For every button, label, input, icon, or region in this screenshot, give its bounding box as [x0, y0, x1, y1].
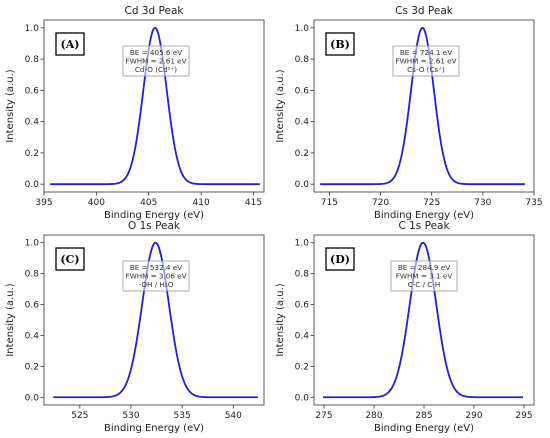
y-tick-label: 0.0 — [25, 180, 40, 190]
chart-title: Cs 3d Peak — [395, 5, 454, 17]
x-tick-label: 725 — [423, 198, 440, 208]
annotation-line: Cd-O (Cd²⁺) — [135, 65, 177, 74]
y-tick-label: 1.0 — [25, 239, 40, 249]
y-tick-label: 0.6 — [295, 86, 310, 96]
peak-curve — [323, 241, 523, 399]
x-tick-label: 395 — [35, 198, 52, 208]
y-tick-label: 0.0 — [25, 393, 40, 403]
x-tick-label: 290 — [465, 411, 482, 421]
annotation-line: BE = 724.1 eV — [400, 48, 452, 57]
y-tick-label: 0.0 — [295, 393, 310, 403]
x-tick-label: 400 — [88, 198, 105, 208]
plot-frame — [43, 19, 265, 193]
x-tick-label: 410 — [193, 198, 210, 208]
x-axis-label: Binding Energy (eV) — [104, 423, 204, 434]
panel-letter: (B) — [330, 38, 350, 51]
annotation-line: -OH / H₂O — [139, 280, 174, 289]
annotation-line: C-C / C-H — [408, 280, 441, 289]
panel-b: Cs 3d Peak 715 720 725 730 735 0.0 0.2 0.4 0.6 0.8… — [275, 5, 543, 221]
annotation-line: FWHM = 3.1 eV — [396, 272, 453, 281]
y-tick-label: 0.2 — [295, 362, 309, 372]
plot-frame — [43, 234, 265, 406]
annotation-line: BE = 405.6 eV — [130, 48, 182, 57]
panel-letter: (A) — [61, 38, 80, 51]
y-tick-label: 0.8 — [25, 270, 40, 280]
x-tick-label: 535 — [174, 411, 191, 421]
annotation-line: BE = 532.4 eV — [130, 263, 182, 272]
panel-letter: (D) — [330, 253, 350, 266]
annotation-line: FWHM = 2.61 eV — [395, 57, 456, 66]
panel-c: O 1s Peak 525 530 535 540 0.0 0.2 0.4 0.6 0.8 1.0 B… — [5, 220, 265, 434]
chart-title: Cd 3d Peak — [125, 5, 185, 17]
chart-title: C 1s Peak — [398, 220, 450, 232]
panel-letter-box — [325, 247, 355, 271]
y-tick-label: 0.2 — [25, 362, 39, 372]
peak-curve — [320, 26, 525, 186]
x-tick-label: 720 — [372, 198, 389, 208]
y-axis-label: Intensity (a.u.) — [275, 69, 286, 142]
annotation-line: Cs-O (Cs⁺) — [407, 65, 445, 74]
y-tick-label: 1.0 — [25, 24, 40, 34]
y-axis-label: Intensity (a.u.) — [275, 283, 286, 356]
y-tick-label: 1.0 — [295, 24, 310, 34]
y-tick-label: 0.0 — [295, 180, 310, 190]
y-axis-label: Intensity (a.u.) — [5, 283, 16, 356]
y-tick-label: 0.6 — [295, 301, 310, 311]
annotation-box — [122, 45, 190, 77]
y-tick-label: 0.4 — [25, 118, 40, 128]
annotation-line: FWHM = 2.61 eV — [125, 57, 186, 66]
y-tick-label: 0.4 — [295, 118, 310, 128]
x-tick-label: 715 — [321, 198, 338, 208]
panel-a: Cd 3d Peak 395 400 405 410 415 0.0 0.2 0.4 0.6 0.8… — [5, 5, 265, 221]
x-axis-label: Binding Energy (eV) — [374, 210, 474, 221]
x-axis-label: Binding Energy (eV) — [104, 210, 204, 221]
x-tick-label: 415 — [245, 198, 262, 208]
y-tick-label: 0.8 — [295, 55, 310, 65]
y-tick-label: 0.4 — [295, 331, 310, 341]
annotation-box — [392, 45, 460, 77]
y-tick-label: 0.8 — [25, 55, 40, 65]
x-tick-label: 540 — [225, 411, 242, 421]
x-tick-label: 730 — [474, 198, 491, 208]
y-tick-label: 0.2 — [295, 149, 309, 159]
panel-letter: (C) — [60, 253, 79, 266]
peak-curve — [50, 26, 260, 186]
peak-curve — [53, 241, 258, 399]
panel-d: C 1s Peak 275 280 285 290 295 0.0 0.2 0.4 0.6 0.8 1… — [275, 220, 535, 434]
y-tick-label: 0.6 — [25, 301, 40, 311]
panel-letter-box — [55, 32, 85, 56]
annotation-line: FWHM = 3.06 eV — [125, 272, 186, 281]
y-tick-label: 0.2 — [25, 149, 39, 159]
x-tick-label: 285 — [415, 411, 432, 421]
annotation-box — [122, 260, 190, 292]
x-axis-label: Binding Energy (eV) — [374, 423, 474, 434]
x-tick-label: 735 — [525, 198, 542, 208]
x-tick-label: 530 — [122, 411, 139, 421]
panel-letter-box — [55, 247, 85, 271]
y-axis-label: Intensity (a.u.) — [5, 69, 16, 142]
y-tick-label: 0.4 — [25, 331, 40, 341]
plot-frame — [313, 19, 535, 193]
x-tick-label: 405 — [140, 198, 157, 208]
x-tick-label: 275 — [315, 411, 332, 421]
x-tick-label: 525 — [71, 411, 88, 421]
annotation-box — [390, 260, 458, 292]
chart-title: O 1s Peak — [128, 220, 181, 232]
y-tick-label: 1.0 — [295, 239, 310, 249]
y-tick-label: 0.8 — [295, 270, 310, 280]
panel-letter-box — [325, 32, 355, 56]
x-tick-label: 280 — [365, 411, 382, 421]
x-tick-label: 295 — [515, 411, 532, 421]
annotation-line: BE = 284.9 eV — [398, 263, 450, 272]
y-tick-label: 0.6 — [25, 86, 40, 96]
